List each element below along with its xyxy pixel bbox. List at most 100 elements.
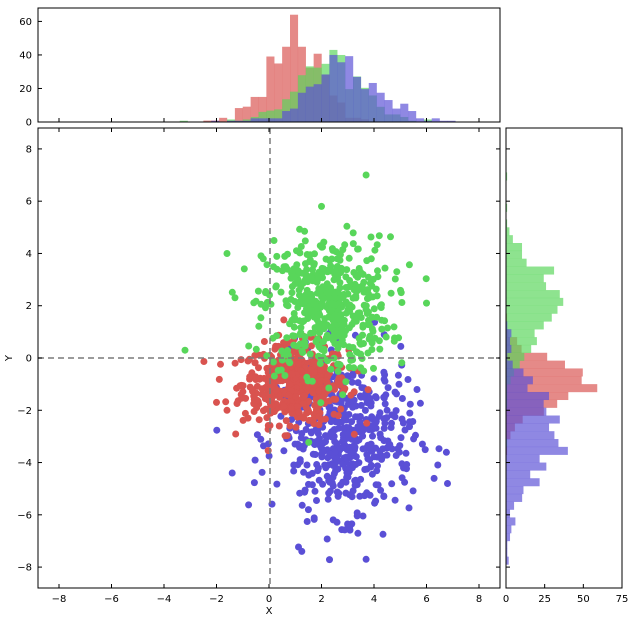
scatter-point xyxy=(326,402,334,410)
histogram-bar xyxy=(250,118,259,122)
scatter-point xyxy=(363,257,371,265)
scatter-point xyxy=(298,430,306,437)
scatter-point xyxy=(337,481,345,489)
scatter-point xyxy=(307,366,315,374)
scatter-point xyxy=(301,237,309,245)
scatter-point xyxy=(213,398,220,406)
scatter-point xyxy=(337,303,345,311)
histogram-bar xyxy=(423,120,432,122)
scatter-point xyxy=(388,480,396,488)
scatter-point xyxy=(345,411,353,418)
histogram-bar xyxy=(506,337,511,346)
histogram-bar xyxy=(506,462,547,471)
y-axis-label: Y xyxy=(4,354,15,362)
scatter-point xyxy=(354,529,362,537)
scatter-point xyxy=(324,357,331,365)
histogram-bar xyxy=(506,313,552,322)
scatter-point xyxy=(319,480,327,488)
scatter-point xyxy=(388,419,395,427)
scatter-point xyxy=(308,342,315,350)
scatter-point xyxy=(242,394,250,402)
histogram-bar xyxy=(506,360,513,369)
histogram-bar xyxy=(282,46,291,122)
scatter-point xyxy=(363,451,371,459)
scatter-point xyxy=(301,486,309,494)
scatter-point xyxy=(246,373,254,381)
histogram-bar xyxy=(506,548,508,557)
scatter-point xyxy=(256,374,264,382)
histogram-bar xyxy=(219,117,228,122)
scatter-point xyxy=(362,555,370,563)
scatter-point xyxy=(361,492,368,500)
histogram-bar xyxy=(506,509,511,518)
scatter-point xyxy=(368,470,376,478)
scatter-point xyxy=(380,415,388,423)
scatter-point xyxy=(303,518,311,525)
scatter-point xyxy=(333,440,341,448)
right-x-tick-label: 75 xyxy=(616,594,629,605)
scatter-point xyxy=(228,288,236,296)
histogram-bar xyxy=(290,108,299,122)
histogram-bar xyxy=(313,84,322,122)
scatter-point xyxy=(299,400,307,407)
histogram-bar xyxy=(360,89,369,122)
scatter-point xyxy=(290,273,298,281)
scatter-point xyxy=(350,388,358,396)
scatter-point xyxy=(372,394,380,402)
histogram-bar xyxy=(506,344,512,353)
scatter-point xyxy=(276,377,284,385)
scatter-point xyxy=(373,292,381,300)
scatter-point xyxy=(295,441,303,449)
scatter-point xyxy=(318,300,326,308)
scatter-point xyxy=(250,400,258,408)
scatter-point xyxy=(330,327,338,335)
scatter-point xyxy=(232,430,240,438)
scatter-point xyxy=(283,265,291,273)
histogram-bar xyxy=(506,337,537,346)
scatter-point xyxy=(340,290,348,298)
right-x-tick-label: 0 xyxy=(503,594,509,605)
histogram-bar xyxy=(179,120,188,122)
scatter-point xyxy=(376,447,384,455)
scatter-point xyxy=(306,273,314,281)
scatter-point xyxy=(326,450,334,458)
scatter-point xyxy=(430,474,438,482)
scatter-point xyxy=(345,363,353,371)
scatter-point xyxy=(263,261,271,269)
x-tick-label: 2 xyxy=(318,594,324,605)
right-x-tick-label: 50 xyxy=(577,594,590,605)
y-tick-label: 6 xyxy=(26,197,32,208)
scatter-point xyxy=(335,424,343,432)
scatter-point xyxy=(304,308,312,316)
histogram-bar xyxy=(447,120,456,122)
scatter-point xyxy=(387,289,395,297)
histogram-bar xyxy=(506,470,531,479)
histogram-bar xyxy=(506,321,544,330)
scatter-point xyxy=(265,452,273,460)
scatter-point xyxy=(252,345,260,353)
scatter-point xyxy=(258,468,266,476)
scatter-point xyxy=(329,516,337,524)
histogram-bar xyxy=(258,118,267,122)
histogram-bar xyxy=(506,525,512,534)
scatter-point xyxy=(299,300,306,308)
scatter-point xyxy=(275,422,283,430)
scatter-point xyxy=(231,359,239,367)
scatter-point xyxy=(301,227,309,235)
y-tick-label: −8 xyxy=(17,563,32,574)
scatter-point xyxy=(340,424,348,432)
scatter-point xyxy=(267,300,275,308)
scatter-point xyxy=(392,452,400,459)
scatter-point xyxy=(368,339,376,347)
top-y-tick-label: 0 xyxy=(26,118,32,129)
scatter-point xyxy=(290,461,298,469)
scatter-point xyxy=(325,307,333,315)
scatter-point xyxy=(359,321,367,329)
top-y-tick-label: 40 xyxy=(19,50,32,61)
scatter-point xyxy=(380,375,388,383)
scatter-point xyxy=(290,265,298,273)
histogram-bar xyxy=(242,106,251,122)
scatter-point xyxy=(404,376,412,383)
scatter-point xyxy=(272,282,280,290)
scatter-point xyxy=(418,440,426,448)
